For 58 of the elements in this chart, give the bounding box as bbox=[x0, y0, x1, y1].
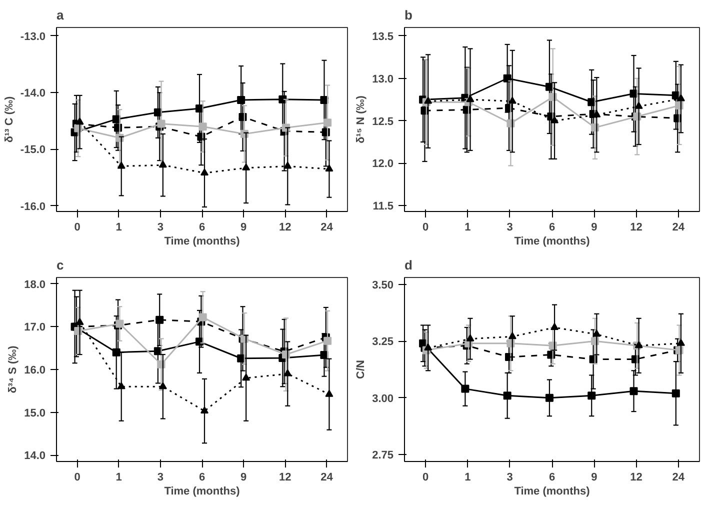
y-tick-label: -14.0 bbox=[20, 88, 46, 100]
x-tick-label: 24 bbox=[320, 222, 334, 234]
x-tick-label: 12 bbox=[279, 222, 292, 234]
y-axis-title: δ¹³ C (‰) bbox=[3, 96, 16, 143]
y-tick-label: 11.5 bbox=[372, 200, 394, 213]
y-tick-label: 12.5 bbox=[372, 116, 394, 128]
x-tick-label: 9 bbox=[240, 472, 247, 484]
x-tick-label: 1 bbox=[116, 222, 122, 234]
y-tick-label: 13.0 bbox=[372, 73, 394, 86]
x-tick-label: 0 bbox=[422, 472, 429, 484]
x-tick-label: 9 bbox=[591, 472, 598, 484]
y-tick-label: -16.0 bbox=[20, 200, 46, 213]
chart-title: c bbox=[56, 258, 64, 272]
x-tick-label: 12 bbox=[279, 472, 292, 484]
x-tick-label: 3 bbox=[157, 472, 164, 484]
chart-title: d bbox=[404, 258, 412, 272]
y-tick-label: 3.25 bbox=[372, 336, 394, 348]
y-axis-title: δ³⁴ S (‰) bbox=[7, 345, 20, 394]
x-tick-label: 0 bbox=[422, 222, 429, 234]
y-tick-label: 17.0 bbox=[24, 322, 46, 334]
x-axis-title: Time (months) bbox=[164, 486, 240, 498]
x-tick-label: 3 bbox=[506, 222, 513, 234]
y-axis-title: δ¹⁵ N (‰) bbox=[355, 95, 368, 144]
y-tick-label: 15.0 bbox=[24, 407, 46, 420]
x-tick-label: 6 bbox=[548, 222, 556, 234]
x-tick-label: 9 bbox=[591, 222, 598, 234]
x-tick-label: 24 bbox=[672, 222, 686, 234]
x-tick-label: 12 bbox=[630, 472, 642, 484]
y-tick-label: 2.75 bbox=[372, 450, 394, 462]
x-tick-label: 3 bbox=[506, 472, 513, 484]
x-tick-label: 24 bbox=[320, 472, 334, 484]
y-tick-label: 12.0 bbox=[372, 158, 394, 170]
x-tick-label: 3 bbox=[157, 222, 164, 234]
x-tick-label: 1 bbox=[464, 472, 471, 484]
x-tick-label: 6 bbox=[198, 472, 206, 484]
chart-title: b bbox=[404, 8, 412, 22]
x-tick-label: 1 bbox=[116, 472, 122, 484]
x-axis-title: Time (months) bbox=[514, 236, 590, 248]
x-axis-title: Time (months) bbox=[514, 486, 590, 498]
x-tick-label: 1 bbox=[464, 222, 471, 234]
x-axis-title: Time (months) bbox=[164, 236, 240, 248]
x-tick-label: 6 bbox=[548, 472, 556, 484]
y-tick-label: 18.0 bbox=[24, 278, 46, 291]
chart-title: a bbox=[56, 8, 64, 22]
y-tick-label: 3.00 bbox=[372, 392, 394, 405]
y-tick-label: 13.5 bbox=[372, 30, 394, 43]
y-tick-label: 16.0 bbox=[24, 364, 46, 376]
x-tick-label: 0 bbox=[74, 472, 80, 484]
y-tick-label: 14.0 bbox=[24, 450, 46, 462]
x-tick-label: 9 bbox=[240, 222, 247, 234]
x-tick-label: 0 bbox=[74, 222, 80, 234]
y-tick-label: -13.0 bbox=[20, 30, 46, 43]
x-tick-label: 6 bbox=[198, 222, 206, 234]
y-tick-label: 3.50 bbox=[372, 279, 394, 292]
y-axis-title: C/N bbox=[355, 360, 368, 379]
x-tick-label: 12 bbox=[630, 222, 642, 234]
y-tick-label: -15.0 bbox=[20, 144, 46, 156]
x-tick-label: 24 bbox=[672, 472, 686, 484]
